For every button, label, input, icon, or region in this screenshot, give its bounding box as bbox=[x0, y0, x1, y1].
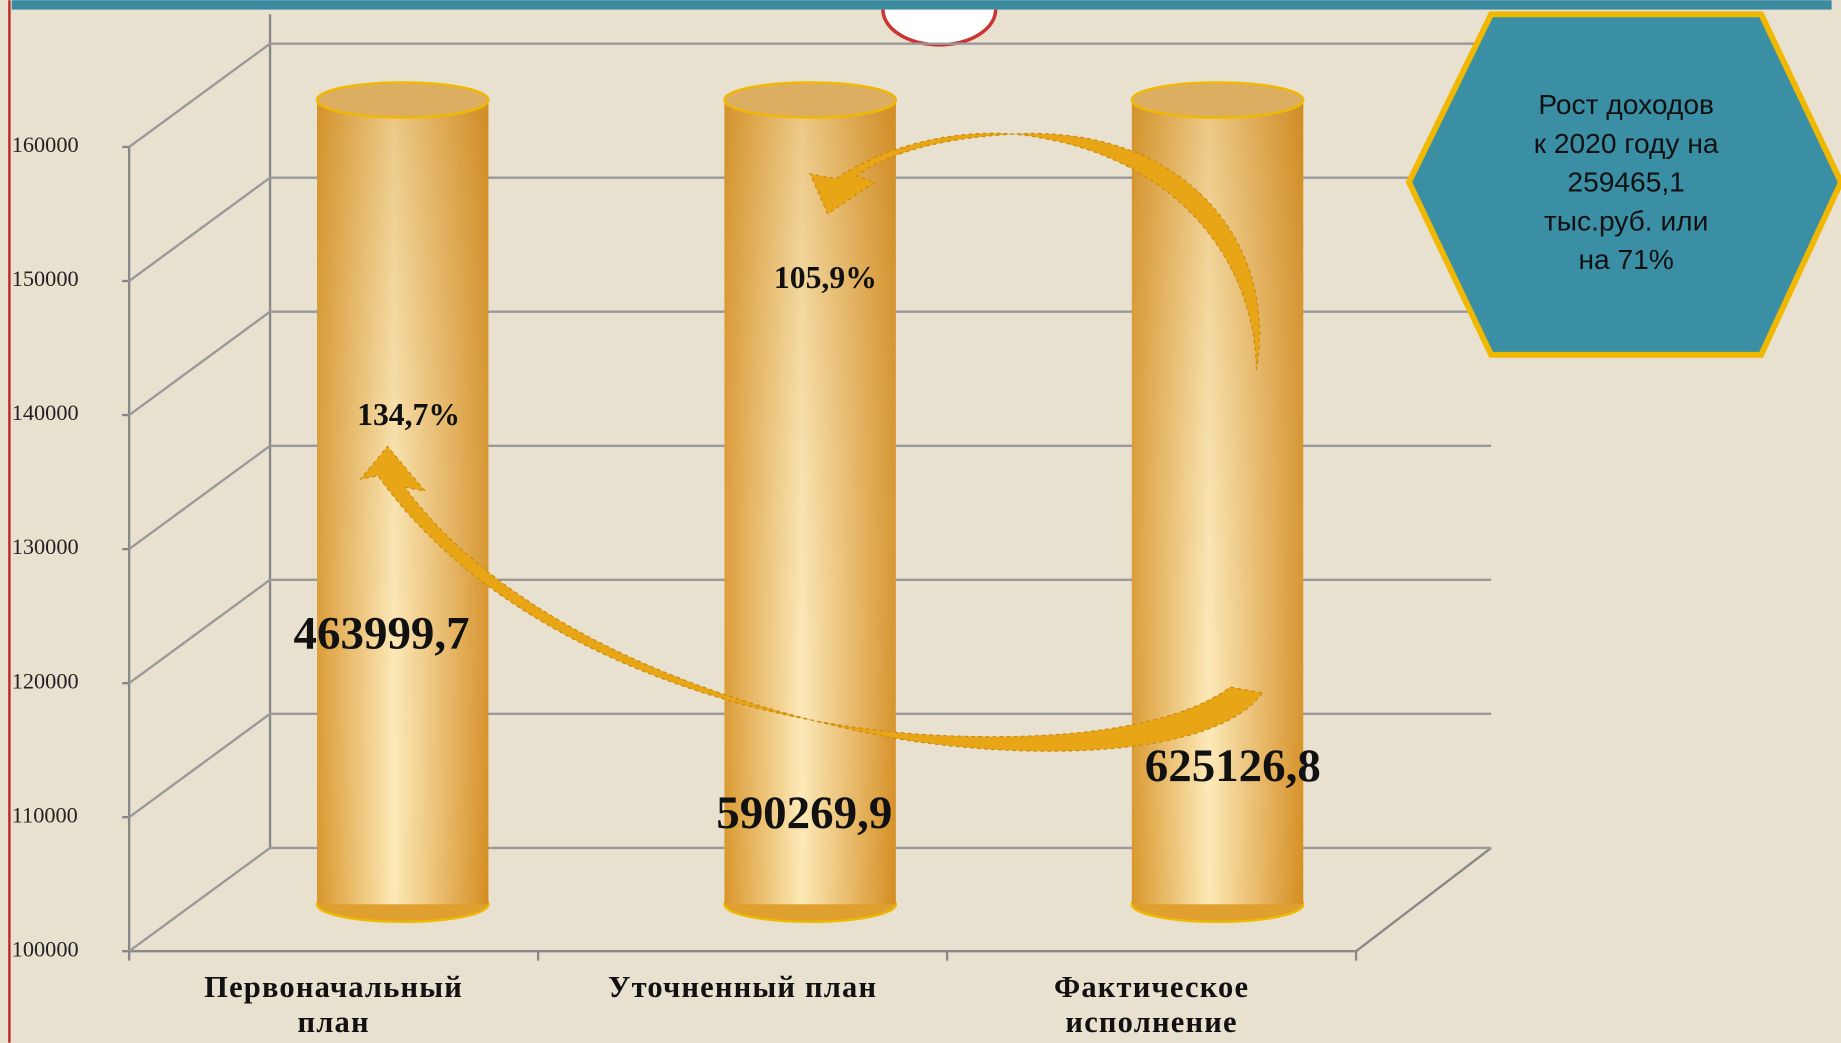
annotation: 134,7% bbox=[357, 397, 460, 432]
grid-line bbox=[128, 310, 1492, 416]
data-label: 625126,8 bbox=[1145, 740, 1321, 792]
x-tick-label: Первоначальный план bbox=[204, 970, 464, 1040]
callout-text: 259465,1 bbox=[1567, 166, 1684, 198]
callout-text: к 2020 году на bbox=[1534, 127, 1719, 159]
bar-shade bbox=[724, 99, 896, 905]
arrow bbox=[358, 445, 1264, 752]
callout-text: тыс.руб. или bbox=[1544, 204, 1708, 236]
top-stripe bbox=[11, 0, 1832, 10]
y-tick-label: 160000 bbox=[12, 132, 79, 157]
grid-line bbox=[128, 578, 1492, 685]
callout-text: на 71% bbox=[1578, 243, 1673, 275]
y-tick-label: 130000 bbox=[12, 534, 79, 559]
grid-line bbox=[128, 712, 1492, 819]
bar-top bbox=[315, 81, 490, 119]
y-tick-label: 120000 bbox=[12, 668, 79, 693]
y-tick-label: 100000 bbox=[12, 936, 79, 961]
x-tick-label: Фактическое исполнение bbox=[1053, 970, 1250, 1040]
grid-line bbox=[128, 42, 1492, 148]
data-label: 590269,9 bbox=[716, 787, 892, 839]
x-tick-label: Уточненный план bbox=[608, 970, 878, 1005]
y-tick-label: 110000 bbox=[12, 802, 78, 827]
bar-top bbox=[1130, 81, 1305, 119]
x-tick-label-box: Фактическое исполнение bbox=[1053, 970, 1250, 1040]
y-tick-label: 150000 bbox=[12, 266, 79, 291]
annotation: 105,9% bbox=[774, 260, 877, 295]
bar-top bbox=[723, 81, 898, 119]
grid-line bbox=[128, 444, 1492, 551]
data-label: 463999,7 bbox=[294, 607, 470, 659]
callout-hexagon bbox=[1405, 11, 1841, 358]
grid-line bbox=[128, 846, 1492, 953]
axis-line bbox=[1355, 846, 1492, 953]
grid-line bbox=[128, 176, 1492, 282]
callout-text: Рост доходов bbox=[1538, 88, 1714, 120]
arrow bbox=[809, 132, 1261, 371]
y-tick-label: 140000 bbox=[12, 400, 79, 425]
x-tick-label-box: Первоначальный план bbox=[204, 970, 464, 1040]
x-tick-label-box: Уточненный план bbox=[608, 970, 878, 1005]
